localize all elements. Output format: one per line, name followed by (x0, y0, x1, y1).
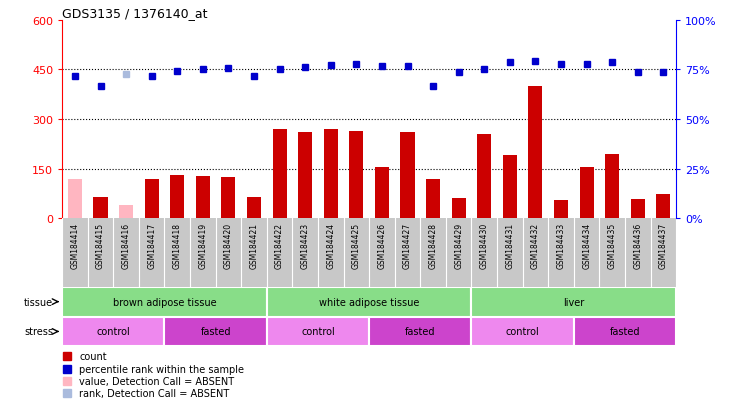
Bar (324, 130, 338, 219)
Text: stress: stress (24, 327, 53, 337)
Text: GSM184431: GSM184431 (505, 222, 515, 268)
Text: GSM184419: GSM184419 (198, 222, 208, 268)
Bar (267, 317, 369, 347)
Bar (247, 197, 261, 219)
Bar (369, 317, 471, 347)
Bar (605, 154, 619, 219)
Text: GSM184416: GSM184416 (121, 222, 131, 268)
Bar (145, 179, 159, 219)
Text: GSM184420: GSM184420 (224, 222, 233, 268)
Text: control: control (96, 327, 130, 337)
Text: fasted: fasted (200, 327, 231, 337)
Bar (119, 205, 133, 219)
Bar (554, 201, 568, 219)
Bar (94, 197, 107, 219)
Bar (656, 195, 670, 219)
Bar (529, 87, 542, 219)
Text: GSM184422: GSM184422 (275, 222, 284, 268)
Text: GSM184417: GSM184417 (147, 222, 156, 268)
Bar (164, 317, 267, 347)
Text: GSM184433: GSM184433 (556, 222, 566, 268)
Text: value, Detection Call = ABSENT: value, Detection Call = ABSENT (80, 376, 235, 386)
Text: GSM184423: GSM184423 (300, 222, 310, 268)
Text: GSM184415: GSM184415 (96, 222, 105, 268)
Bar (298, 133, 312, 219)
Text: GSM184430: GSM184430 (480, 222, 489, 268)
Bar (471, 317, 574, 347)
Bar (580, 168, 594, 219)
Text: rank, Detection Call = ABSENT: rank, Detection Call = ABSENT (80, 388, 230, 399)
Bar (426, 179, 440, 219)
Bar (196, 177, 210, 219)
Text: GSM184424: GSM184424 (326, 222, 336, 268)
Text: brown adipose tissue: brown adipose tissue (113, 297, 216, 307)
Bar (477, 135, 491, 219)
Text: GSM184435: GSM184435 (607, 222, 617, 268)
Text: white adipose tissue: white adipose tissue (319, 297, 420, 307)
Bar (631, 200, 645, 219)
Bar (267, 287, 471, 317)
Text: GDS3135 / 1376140_at: GDS3135 / 1376140_at (62, 7, 208, 19)
Text: fasted: fasted (405, 327, 436, 337)
Bar (471, 287, 676, 317)
Bar (170, 176, 184, 219)
Text: GSM184429: GSM184429 (454, 222, 463, 268)
Bar (273, 130, 287, 219)
Text: GSM184437: GSM184437 (659, 222, 668, 268)
Text: GSM184427: GSM184427 (403, 222, 412, 268)
Bar (62, 287, 267, 317)
Bar (375, 168, 389, 219)
Text: percentile rank within the sample: percentile rank within the sample (80, 364, 244, 374)
Bar (349, 131, 363, 219)
Bar (62, 317, 164, 347)
Text: tissue: tissue (24, 297, 53, 307)
Text: fasted: fasted (610, 327, 640, 337)
Text: control: control (506, 327, 539, 337)
Bar (452, 198, 466, 219)
Text: liver: liver (563, 297, 585, 307)
Text: control: control (301, 327, 335, 337)
Bar (401, 133, 414, 219)
Bar (503, 156, 517, 219)
Text: GSM184425: GSM184425 (352, 222, 361, 268)
Text: count: count (80, 351, 107, 361)
Text: GSM184434: GSM184434 (582, 222, 591, 268)
Text: GSM184436: GSM184436 (633, 222, 643, 268)
Text: GSM184426: GSM184426 (377, 222, 387, 268)
Text: GSM184428: GSM184428 (428, 222, 438, 268)
Text: GSM184414: GSM184414 (70, 222, 80, 268)
Text: GSM184421: GSM184421 (249, 222, 259, 268)
Text: GSM184432: GSM184432 (531, 222, 540, 268)
Text: GSM184418: GSM184418 (173, 222, 182, 268)
Bar (574, 317, 676, 347)
Bar (68, 179, 82, 219)
Bar (221, 178, 235, 219)
